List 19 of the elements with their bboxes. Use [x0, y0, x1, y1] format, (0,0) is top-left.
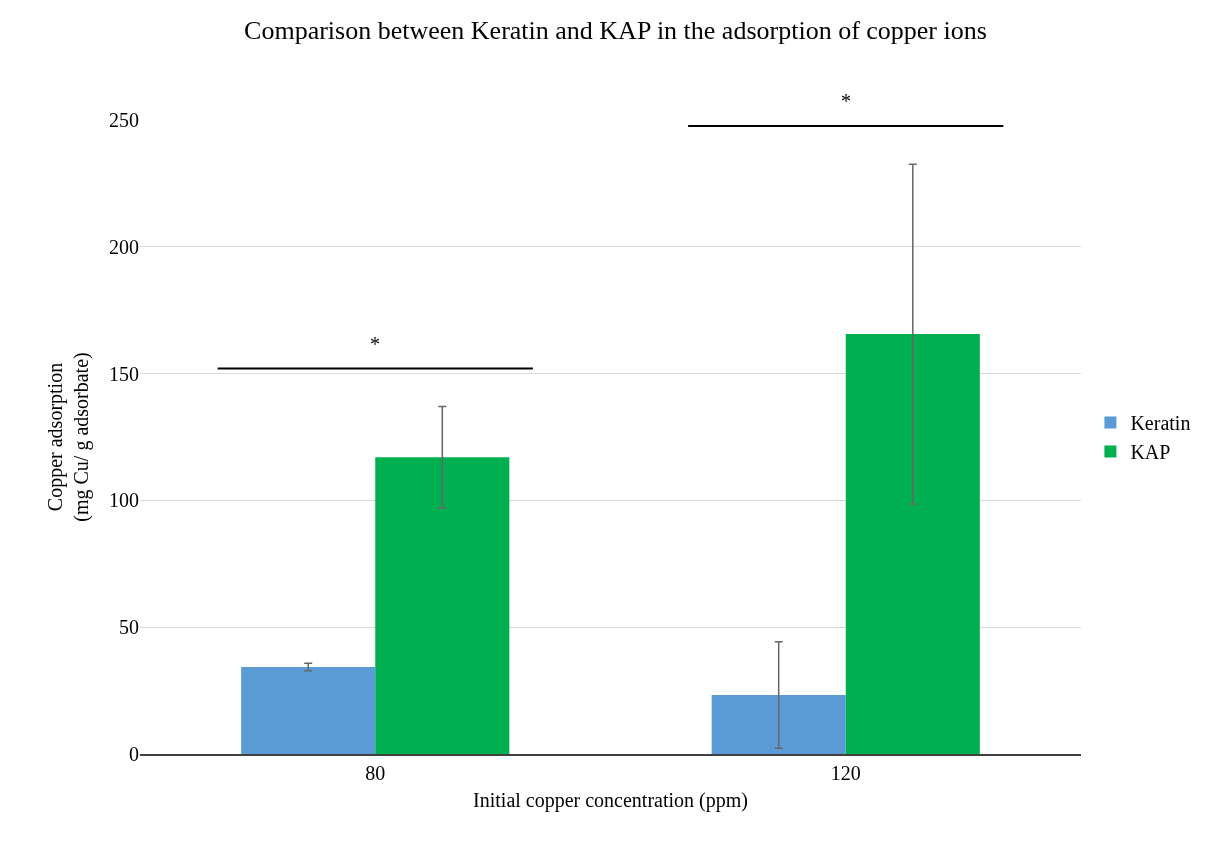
text: * — [841, 90, 851, 112]
annotation: * — [370, 333, 380, 355]
y-tick-label: 0 — [129, 743, 139, 765]
y-tick-label: 50 — [119, 616, 139, 639]
y-axis-title: Copper adsorption (mg Cu/ g adsorbate) — [43, 352, 93, 522]
bar — [375, 457, 510, 754]
bar — [711, 694, 846, 754]
bar — [845, 334, 980, 754]
x-tick-label: 120 — [830, 761, 861, 784]
y-tick-label: 100 — [109, 489, 139, 512]
x-tick-label: 80 — [365, 761, 386, 784]
y-tick-label: 150 — [109, 362, 139, 385]
y-tick-label: 200 — [109, 235, 139, 258]
legend-label: Keratin — [1130, 412, 1191, 435]
x-axis-title: Initial copper concentration (ppm) — [473, 788, 748, 812]
y-tick-label: 250 — [109, 109, 139, 131]
chart-title: Comparison between Keratin and KAP in the adsorption of copper ions — [244, 16, 987, 46]
legend-label: KAP — [1130, 441, 1171, 464]
bar — [241, 667, 376, 754]
